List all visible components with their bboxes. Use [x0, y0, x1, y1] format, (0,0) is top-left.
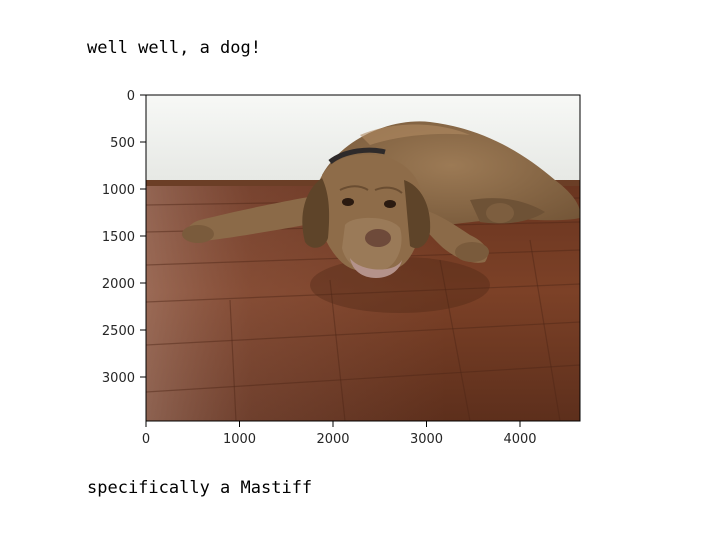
dog-right-paw: [455, 242, 489, 262]
x-tick-label-0: 0: [142, 432, 150, 447]
dog-left-eye: [342, 198, 354, 206]
dog-nose: [365, 229, 391, 247]
x-tick-label-3000: 3000: [410, 432, 443, 447]
y-axis: 0 500 1000 1500 2000 2500 3000: [102, 89, 146, 386]
x-tick-label-2000: 2000: [316, 432, 349, 447]
dog-left-paw: [182, 225, 214, 243]
x-tick-label-1000: 1000: [223, 432, 256, 447]
output-text-top: well well, a dog!: [87, 38, 261, 58]
dog-right-ear: [404, 180, 431, 249]
floor-planks: [146, 197, 580, 421]
y-tick-label-2000: 2000: [102, 277, 135, 292]
y-tick-label-1000: 1000: [102, 183, 135, 198]
y-tick-label-2500: 2500: [102, 324, 135, 339]
x-tick-label-4000: 4000: [503, 432, 536, 447]
dog-collar: [328, 147, 386, 165]
dog-hind-paw: [486, 203, 514, 223]
dog-photo: [146, 95, 580, 421]
axes-frame: [145, 94, 581, 422]
output-text-bottom: specifically a Mastiff: [87, 478, 313, 498]
dog-back-highlight: [360, 124, 470, 145]
dog-reflection: [310, 257, 490, 313]
dog-right-eye: [384, 200, 396, 208]
dog-left-front-leg: [186, 195, 320, 242]
dog-left-ear: [302, 178, 330, 248]
x-axis: 0 1000 2000 3000 4000: [142, 421, 537, 447]
y-tick-label-1500: 1500: [102, 230, 135, 245]
dog-lips: [350, 258, 402, 278]
y-tick-label-3000: 3000: [102, 371, 135, 386]
y-tick-label-0: 0: [127, 89, 135, 104]
y-tick-label-500: 500: [110, 136, 135, 151]
